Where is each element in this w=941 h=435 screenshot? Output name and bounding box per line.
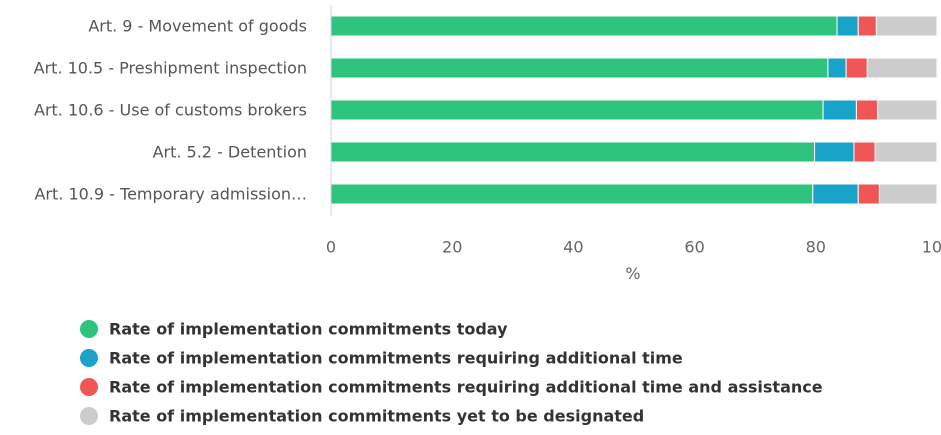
legend-label: Rate of implementation commitments requi… [109, 349, 683, 368]
legend-label: Rate of implementation commitments requi… [109, 378, 823, 397]
legend-marker-icon [80, 320, 98, 338]
bar-segment[interactable] [814, 141, 855, 163]
bar-segment[interactable] [874, 141, 938, 163]
x-tick-labels: 0 20 40 60 80 100 [326, 238, 941, 257]
bar-segment[interactable] [857, 183, 880, 205]
legend-label: Rate of implementation commitments today [109, 320, 508, 339]
x-tick-label: 60 [684, 238, 704, 257]
bar-segment[interactable] [877, 99, 938, 121]
x-tick-label: 80 [806, 238, 826, 257]
x-tick-label: 20 [442, 238, 462, 257]
x-axis-title: % [625, 264, 640, 283]
category-label: Art. 5.2 - Detention [153, 143, 307, 162]
bar-segment[interactable] [827, 57, 847, 79]
legend-marker-icon [80, 378, 98, 396]
legend-marker-icon [80, 407, 98, 425]
x-tick-label: 40 [563, 238, 583, 257]
category-label: Art. 10.5 - Preshipment inspection [34, 59, 307, 78]
category-labels: Art. 9 - Movement of goods Art. 10.5 - Pr… [34, 17, 307, 204]
bar-segment[interactable] [330, 183, 814, 205]
legend-item[interactable]: Rate of implementation commitments requi… [80, 378, 823, 397]
bar-segment[interactable] [853, 141, 876, 163]
category-label: Art. 10.6 - Use of customs brokers [34, 101, 307, 120]
bar-segment[interactable] [812, 183, 859, 205]
bar-segment[interactable] [330, 99, 824, 121]
x-tick-label: 100 [922, 238, 941, 257]
category-label: Art. 9 - Movement of goods [88, 17, 307, 36]
bar-segment[interactable] [866, 57, 938, 79]
legend-marker-icon [80, 349, 98, 367]
x-tick-label: 0 [326, 238, 336, 257]
legend-item[interactable]: Rate of implementation commitments yet t… [80, 407, 644, 426]
legend-item[interactable]: Rate of implementation commitments today [80, 320, 508, 339]
legend[interactable]: Rate of implementation commitments today… [80, 320, 823, 426]
bar-segment[interactable] [855, 99, 879, 121]
bar-segment[interactable] [845, 57, 868, 79]
bar-segment[interactable] [875, 15, 938, 37]
legend-item[interactable]: Rate of implementation commitments requi… [80, 349, 683, 368]
bar-segment[interactable] [878, 183, 938, 205]
legend-label: Rate of implementation commitments yet t… [109, 407, 644, 426]
bar-segment[interactable] [822, 99, 857, 121]
category-label: Art. 10.9 - Temporary admission… [34, 185, 307, 204]
bar-segment[interactable] [836, 15, 859, 37]
bar-segments [330, 15, 938, 205]
bar-segment[interactable] [330, 15, 838, 37]
bar-segment[interactable] [330, 141, 816, 163]
bar-segment[interactable] [857, 15, 877, 37]
bar-segment[interactable] [330, 57, 829, 79]
